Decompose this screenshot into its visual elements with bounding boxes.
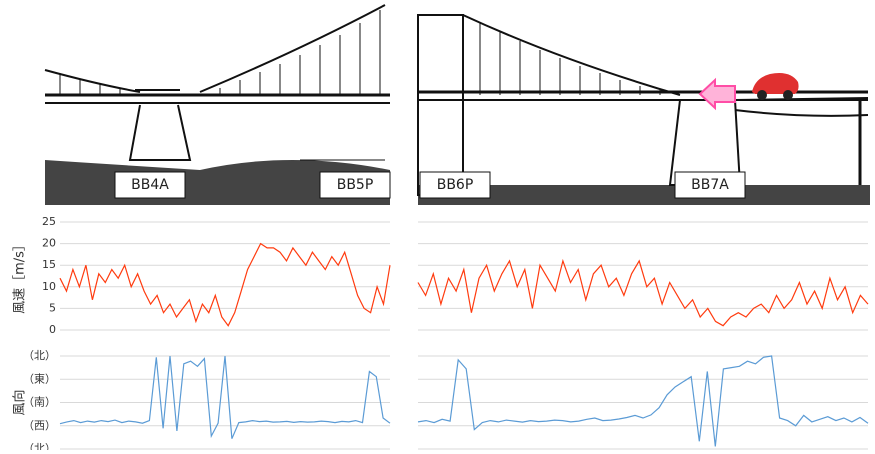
y-axis-title: 風速［m/s］ [13, 238, 28, 314]
y-tick-label: （南） [23, 396, 56, 409]
pier-label: BB5P [337, 177, 374, 193]
pier-label: BB4A [131, 177, 169, 193]
y-axis-title: 風向 [12, 389, 28, 415]
y-tick-label: 20 [42, 237, 56, 250]
y-tick-label: 5 [49, 301, 56, 314]
y-tick-label: 15 [42, 258, 56, 271]
page: BB4A BB5P BB6P BB7A 0 5 10 15 20 25 風速［m/s］ （北） （東）… [0, 0, 875, 450]
y-tick-label: 10 [42, 280, 56, 293]
data-line [418, 356, 868, 446]
y-tick-label: 25 [42, 215, 56, 228]
charts: 0 5 10 15 20 25 風速［m/s］ （北） （東） （南） （西） （北） 風向 [12, 215, 869, 450]
y-tick-label: （北） [23, 349, 56, 362]
y-tick-label: （北） [23, 442, 56, 450]
pier-label: BB6P [437, 177, 474, 193]
data-line [60, 244, 390, 326]
data-line [60, 356, 390, 439]
data-line [418, 261, 868, 326]
y-tick-label: 0 [49, 323, 56, 336]
y-tick-label: （西） [23, 419, 56, 432]
y-tick-label: （東） [23, 372, 56, 385]
pier-label: BB7A [691, 177, 729, 193]
